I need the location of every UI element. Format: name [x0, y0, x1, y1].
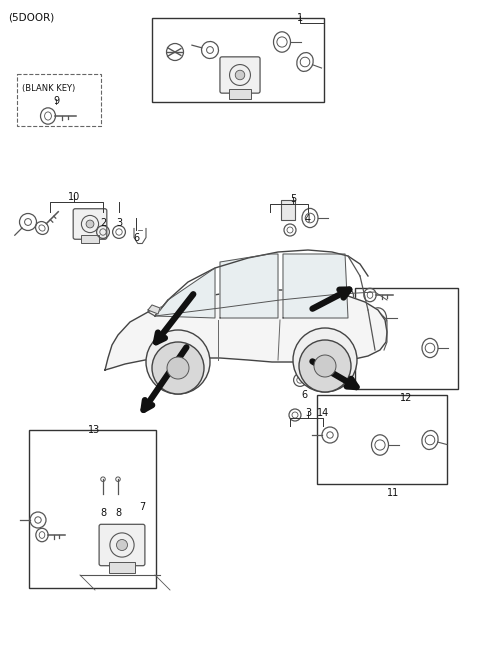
Text: 10: 10 [68, 192, 80, 202]
Bar [29, 430, 156, 588]
Text: 3: 3 [305, 408, 311, 418]
Text: (5DOOR): (5DOOR) [8, 12, 54, 22]
Text: 12: 12 [400, 393, 412, 403]
Bar [355, 288, 458, 389]
FancyBboxPatch shape [73, 209, 107, 239]
Circle shape [293, 328, 357, 392]
Circle shape [299, 340, 351, 392]
Text: 14: 14 [317, 408, 329, 418]
Bar [81, 236, 99, 243]
Bar [109, 562, 135, 573]
Polygon shape [148, 305, 160, 314]
Text: 5: 5 [290, 194, 296, 204]
Circle shape [117, 539, 128, 550]
Polygon shape [105, 290, 387, 370]
Text: (BLANK KEY): (BLANK KEY) [22, 84, 75, 93]
Circle shape [167, 357, 189, 379]
Polygon shape [283, 254, 348, 318]
Text: 9: 9 [53, 96, 59, 106]
Bar [281, 200, 295, 220]
Bar [317, 395, 447, 484]
Text: 4: 4 [305, 214, 311, 224]
Text: 1: 1 [297, 13, 303, 23]
Polygon shape [155, 268, 215, 318]
Circle shape [146, 330, 210, 394]
Text: 2: 2 [100, 218, 106, 228]
Bar [228, 89, 252, 98]
FancyBboxPatch shape [220, 57, 260, 93]
FancyBboxPatch shape [99, 524, 145, 565]
Circle shape [86, 220, 94, 228]
Text: 13: 13 [88, 425, 100, 435]
Circle shape [314, 355, 336, 377]
Polygon shape [220, 254, 278, 318]
Text: 3: 3 [116, 218, 122, 228]
Text: 11: 11 [387, 488, 399, 498]
Text: 7: 7 [139, 502, 145, 512]
Circle shape [235, 70, 245, 80]
Bar [17, 74, 101, 126]
Text: 6: 6 [133, 233, 139, 243]
Text: 6: 6 [301, 390, 307, 400]
Bar [152, 18, 324, 102]
Text: 8: 8 [100, 508, 106, 518]
Circle shape [152, 342, 204, 394]
Text: 8: 8 [115, 508, 121, 518]
